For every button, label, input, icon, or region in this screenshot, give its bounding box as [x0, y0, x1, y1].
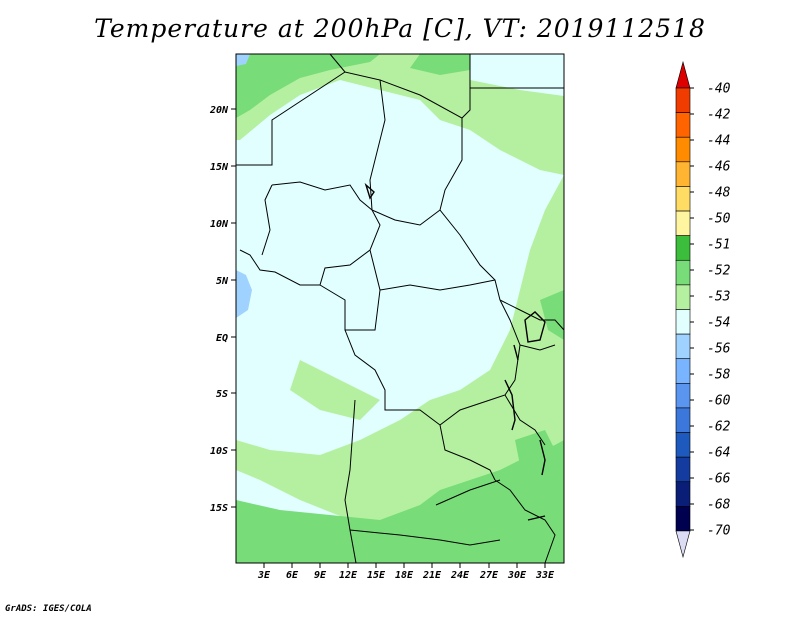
lon-label-6e: 6E: [286, 570, 299, 581]
colorbar-swatch: [675, 259, 691, 286]
contour-light-green-north: [236, 54, 564, 175]
colorbar-swatch: [675, 186, 691, 212]
lon-label-21e: 21E: [422, 570, 442, 581]
lon-label-27e: 27E: [479, 570, 499, 581]
colorbar-swatch: [675, 136, 691, 163]
lon-label-12e: 12E: [339, 570, 358, 581]
contour-blue-gulf: [236, 270, 252, 318]
colorbar-label: -58: [707, 368, 731, 383]
colorbar-swatch: [675, 506, 691, 532]
contour-green-northeast: [410, 54, 470, 75]
colorbar-label: -40: [707, 82, 731, 97]
lake-kivu: [513, 344, 519, 361]
colorbar-label: -50: [707, 212, 731, 227]
lake-chad: [364, 182, 375, 200]
lat-label-15s: 15S: [210, 503, 228, 514]
colorbar-swatch: [675, 284, 691, 310]
colorbar-swatch: [675, 456, 691, 483]
colorbar-label: -64: [707, 446, 730, 461]
lon-label-15e: 15E: [367, 570, 386, 581]
colorbar-label: -53: [707, 290, 730, 305]
map-panel: [235, 53, 565, 564]
colorbar-swatch-bottom: [675, 530, 691, 559]
lat-label-20n: 20N: [209, 105, 229, 116]
colorbar-label: -48: [707, 186, 731, 201]
colorbar-swatch: [675, 87, 691, 113]
lakes: [364, 182, 546, 521]
colorbar-label: -46: [707, 160, 731, 175]
lon-label-9e: 9E: [314, 570, 327, 581]
lat-label-10n: 10N: [210, 219, 229, 230]
lon-label-33e: 33E: [535, 570, 555, 581]
colorbar-swatch: [675, 235, 691, 261]
lat-label-5s: 5S: [216, 389, 228, 400]
grads-credit: GrADS: IGES/COLA: [5, 604, 92, 614]
lon-axis: 3E 6E 9E 12E 15E 18E 21E 24E 27E 30E 33E: [257, 563, 555, 581]
colorbar-swatch: [675, 112, 691, 138]
colorbar-swatch: [675, 161, 691, 187]
colorbar-label: -70: [707, 524, 731, 539]
lon-label-30e: 30E: [507, 570, 527, 581]
colorbar-swatch: [675, 407, 691, 433]
colorbar-label: -51: [707, 238, 730, 253]
colorbar-swatch: [675, 333, 691, 360]
colorbar-label: -60: [707, 394, 731, 409]
lat-label-10s: 10S: [210, 446, 228, 457]
lat-label-5n: 5N: [216, 276, 229, 287]
colorbar-label: -52: [707, 264, 731, 279]
map-frame: [235, 53, 565, 564]
lat-axis: 20N 15N 10N 5N EQ 5S 10S 15S: [209, 105, 236, 514]
colorbar-swatch: [675, 210, 691, 236]
contour-green-east-coast: [540, 290, 564, 340]
colorbar-swatch: [675, 383, 691, 409]
colorbar-swatch: [675, 358, 691, 384]
map-title: Temperature at 200hPa [C], VT: 201911251…: [94, 14, 706, 43]
colorbar-swatch-top: [675, 60, 691, 89]
colorbar-label: -66: [707, 472, 731, 487]
colorbar-swatch: [675, 481, 691, 507]
colorbar: -40 -42 -44 -46 -48 -50 -51 -52 -53 -54 -56 -58 -60 -…: [675, 60, 731, 559]
lat-label-15n: 15N: [210, 162, 229, 173]
lon-label-3e: 3E: [257, 570, 271, 581]
colorbar-label: -56: [707, 342, 731, 357]
colorbar-label: -44: [707, 134, 730, 149]
colorbar-label: -62: [707, 420, 731, 435]
lake-tanganyika: [504, 379, 516, 431]
lat-label-eq: EQ: [216, 333, 228, 344]
country-borders: [236, 53, 565, 564]
contour-light-green-west-strip: [290, 360, 380, 420]
colorbar-label: -68: [707, 498, 731, 513]
contour-blue-northwest: [236, 54, 250, 66]
colorbar-swatch: [675, 309, 691, 335]
colorbar-swatch: [675, 432, 691, 458]
lon-label-24e: 24E: [450, 570, 470, 581]
contour-green-north: [236, 54, 380, 118]
colorbar-label: -54: [707, 316, 730, 331]
lake-kariba: [527, 515, 546, 521]
contour-green-south: [236, 440, 564, 563]
colorbar-label: -42: [707, 108, 731, 123]
lake-malawi: [539, 439, 546, 476]
lon-label-18e: 18E: [395, 570, 414, 581]
lake-victoria: [524, 311, 546, 343]
